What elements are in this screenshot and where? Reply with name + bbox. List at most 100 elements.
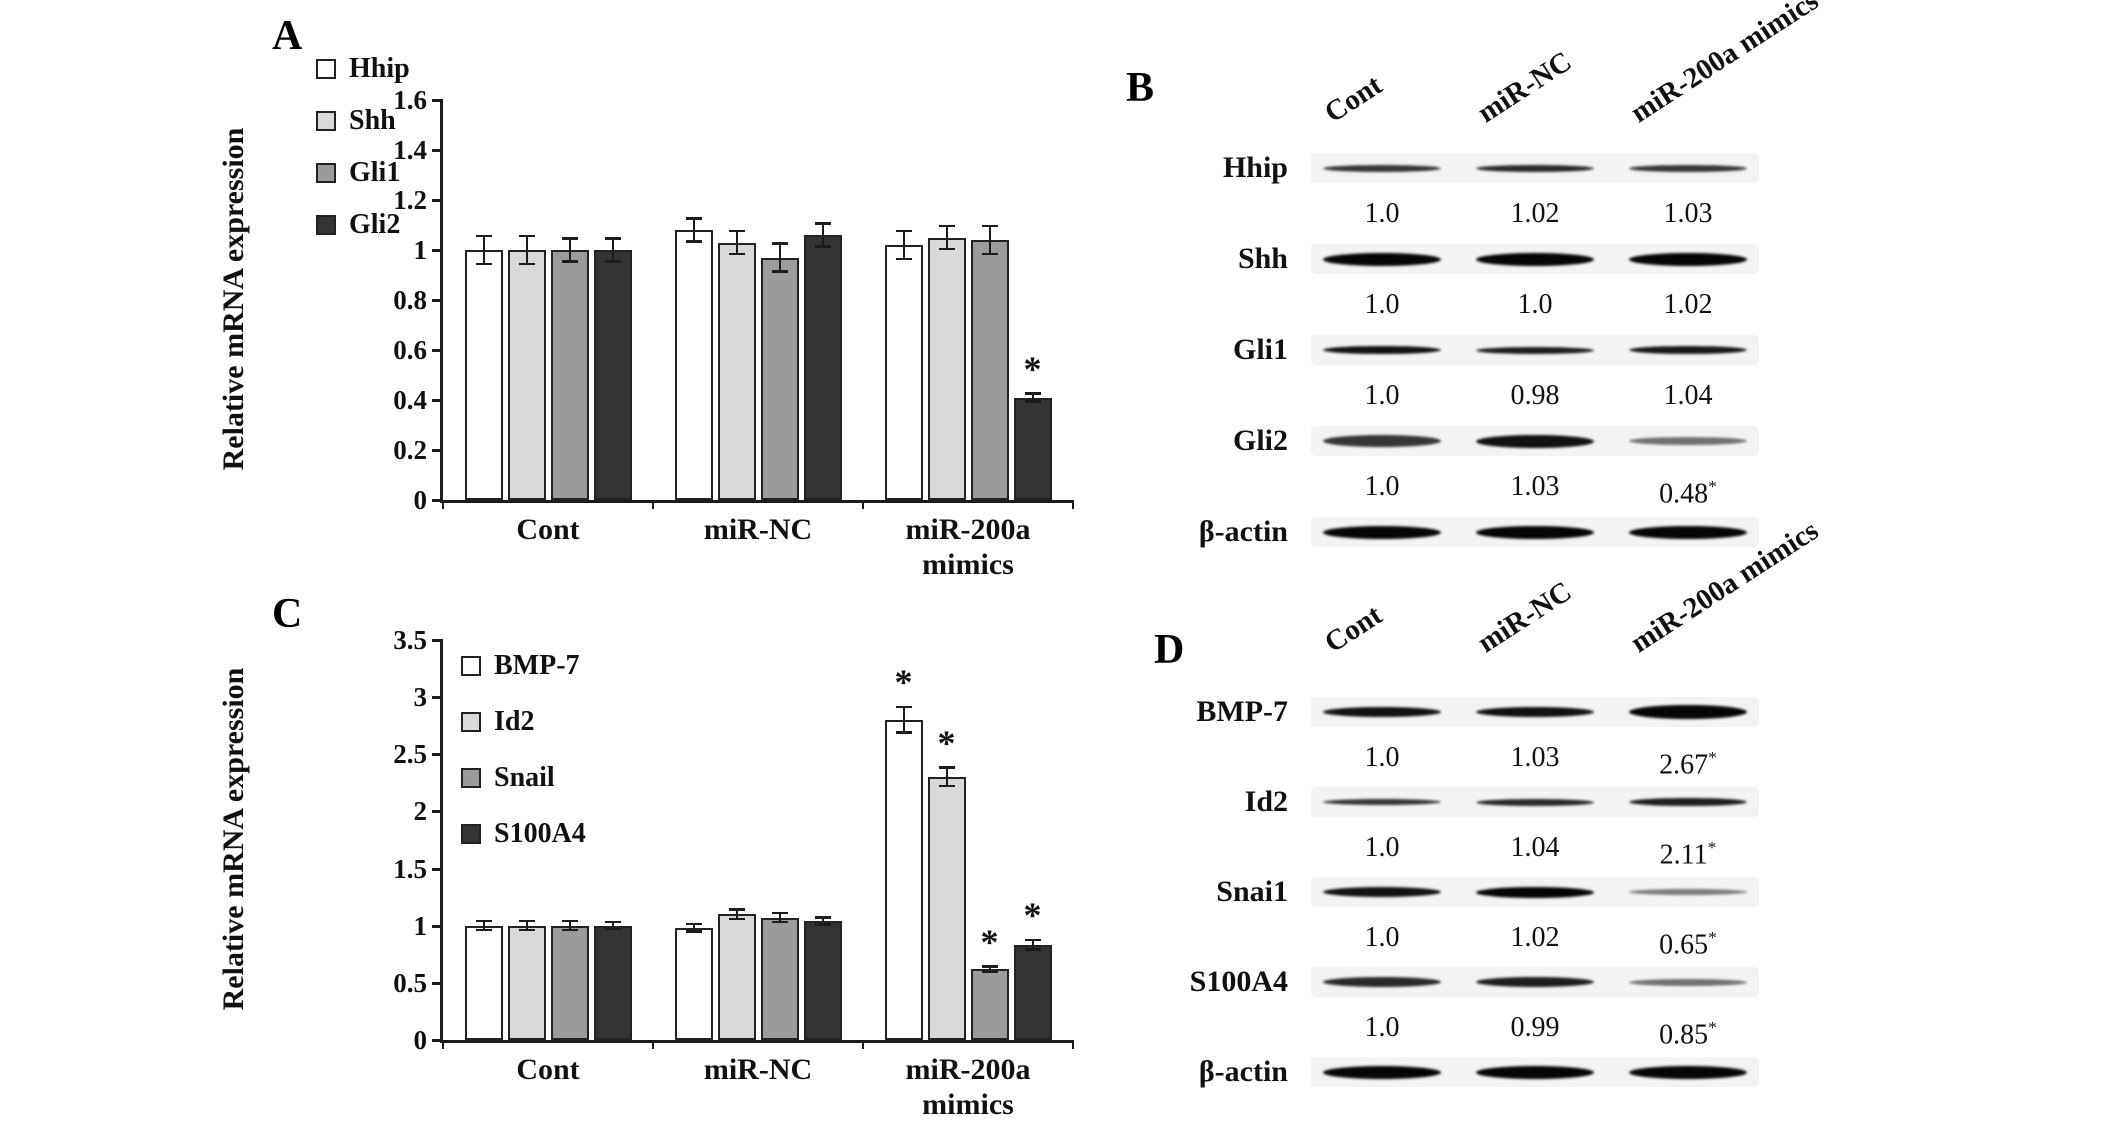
blot-band bbox=[1629, 889, 1747, 895]
bar bbox=[760, 257, 799, 500]
error-bar-cap bbox=[561, 237, 578, 240]
y-tick-label: 0 bbox=[413, 1025, 428, 1055]
significance-star: * bbox=[1708, 1018, 1717, 1037]
significance-star: * bbox=[937, 722, 956, 763]
bar bbox=[464, 250, 503, 500]
error-bar-cap bbox=[518, 234, 535, 237]
legend-item: Shh bbox=[316, 105, 410, 137]
significance-star: * bbox=[980, 921, 999, 962]
bar bbox=[803, 235, 842, 500]
error-bar-cap bbox=[771, 920, 788, 924]
blot-row-label: BMP-7 bbox=[1196, 695, 1288, 728]
western-blot-panel-b: Cont miR-NC miR-200a mimics Hhip 1.0 1.02 1.03… bbox=[1150, 0, 1970, 590]
blot-quantification-value: 1.0 bbox=[1517, 289, 1553, 320]
y-axis-tick bbox=[432, 149, 443, 152]
y-tick-label: 0.2 bbox=[393, 435, 427, 465]
error-bar-cap bbox=[728, 252, 745, 255]
legend-item: Snail bbox=[461, 762, 586, 794]
blot-band bbox=[1629, 978, 1747, 986]
y-axis-tick bbox=[432, 639, 443, 642]
error-bar-cap bbox=[561, 928, 578, 932]
x-axis-category-line: Cont bbox=[516, 513, 580, 546]
blot-lane-header: Cont bbox=[1319, 68, 1388, 130]
blot-quantification-value: 1.04 bbox=[1663, 380, 1713, 411]
blot-row-label: Id2 bbox=[1244, 785, 1288, 818]
blot-band bbox=[1323, 707, 1441, 717]
error-bar bbox=[902, 230, 905, 260]
y-tick-label: 0.6 bbox=[393, 335, 427, 365]
error-bar-cap bbox=[685, 930, 702, 933]
western-blot-panel-d: Cont miR-NC miR-200a mimics BMP-7 1.0 1.03 2.6… bbox=[1150, 514, 1970, 1122]
legend-item: Gli1 bbox=[316, 157, 410, 189]
error-bar-cap bbox=[895, 229, 912, 232]
x-axis-category-line: miR-200a bbox=[905, 513, 1031, 546]
legend-label: Snail bbox=[494, 762, 555, 793]
error-bar-cap bbox=[981, 224, 998, 227]
error-bar-cap bbox=[771, 270, 788, 273]
blot-quantification-value: 1.0 bbox=[1364, 922, 1400, 953]
legend-item: S100A4 bbox=[461, 818, 586, 850]
x-axis-category-label: miR-200a mimics bbox=[863, 512, 1073, 582]
bar bbox=[970, 969, 1009, 1040]
error-bar bbox=[902, 706, 905, 734]
error-bar-cap bbox=[604, 237, 621, 240]
blot-quantification-value: 1.02 bbox=[1510, 198, 1560, 229]
error-bar-cap bbox=[938, 784, 955, 788]
error-bar bbox=[735, 230, 738, 255]
blot-band bbox=[1476, 886, 1594, 898]
legend-label: Shh bbox=[349, 105, 396, 136]
legend-swatch bbox=[461, 768, 481, 788]
blot-band bbox=[1629, 705, 1747, 719]
y-axis-title-panel-c: Relative mRNA expression bbox=[217, 667, 250, 1011]
blot-band bbox=[1629, 525, 1747, 539]
legend-item: Hhip bbox=[316, 53, 410, 85]
error-bar-cap bbox=[895, 257, 912, 260]
y-axis-tick bbox=[432, 867, 443, 871]
error-bar-cap bbox=[561, 919, 578, 922]
blot-row-label: β-actin bbox=[1198, 515, 1288, 548]
error-bar-cap bbox=[1024, 948, 1041, 951]
bar bbox=[717, 242, 756, 500]
blot-band bbox=[1476, 798, 1594, 806]
bar bbox=[970, 240, 1009, 500]
error-bar-cap bbox=[475, 919, 492, 922]
panel-d-label: D bbox=[1154, 627, 1185, 673]
y-tick-label: 1.6 bbox=[393, 85, 427, 115]
blot-band bbox=[1476, 434, 1594, 448]
blot-row-label: S100A4 bbox=[1189, 965, 1288, 998]
error-bar bbox=[821, 916, 824, 926]
x-axis-tick bbox=[442, 1040, 444, 1049]
blot-quantification-value: 1.02 bbox=[1663, 289, 1713, 320]
blot-quantification-value: 1.03 bbox=[1663, 198, 1713, 229]
x-axis-category-line: mimics bbox=[922, 1088, 1014, 1121]
bar bbox=[507, 925, 546, 1040]
significance-star: * bbox=[1707, 838, 1717, 857]
x-axis-tick bbox=[862, 1040, 864, 1049]
error-bar-cap bbox=[814, 245, 831, 248]
blot-quantification-value: 1.0 bbox=[1364, 471, 1400, 502]
y-tick-label: 2 bbox=[413, 796, 428, 827]
significance-star: * bbox=[1023, 895, 1042, 936]
blot-row-label: Shh bbox=[1237, 242, 1288, 275]
legend-label: Gli2 bbox=[349, 209, 401, 240]
blot-band bbox=[1629, 346, 1747, 354]
error-bar bbox=[568, 920, 571, 932]
bar-chart-panel-c: 0 0.5 1 1.5 2 2.5 3 3.5 Cont miR-NC * * * * miR-200a mi… bbox=[393, 625, 1074, 1121]
blot-quantification-value: 1.03 bbox=[1510, 471, 1560, 502]
error-bar bbox=[568, 237, 571, 263]
blot-quantification-value: 0.99 bbox=[1510, 1012, 1560, 1043]
error-bar bbox=[525, 920, 528, 932]
error-bar bbox=[945, 225, 948, 250]
bar bbox=[927, 237, 966, 500]
error-bar-cap bbox=[685, 217, 702, 220]
error-bar-cap bbox=[938, 224, 955, 227]
x-axis-category-label: Cont bbox=[443, 1052, 653, 1087]
x-axis-category-label: miR-NC bbox=[653, 1052, 863, 1087]
error-bar bbox=[821, 222, 824, 248]
chart-legend: BMP-7 Id2 Snail S100A4 bbox=[461, 650, 586, 874]
bar bbox=[717, 914, 756, 1040]
x-axis-category-label: miR-200a mimics bbox=[863, 1052, 1073, 1122]
blot-band bbox=[1629, 437, 1747, 445]
error-bar bbox=[988, 225, 991, 255]
x-axis-tick bbox=[1072, 1040, 1074, 1049]
